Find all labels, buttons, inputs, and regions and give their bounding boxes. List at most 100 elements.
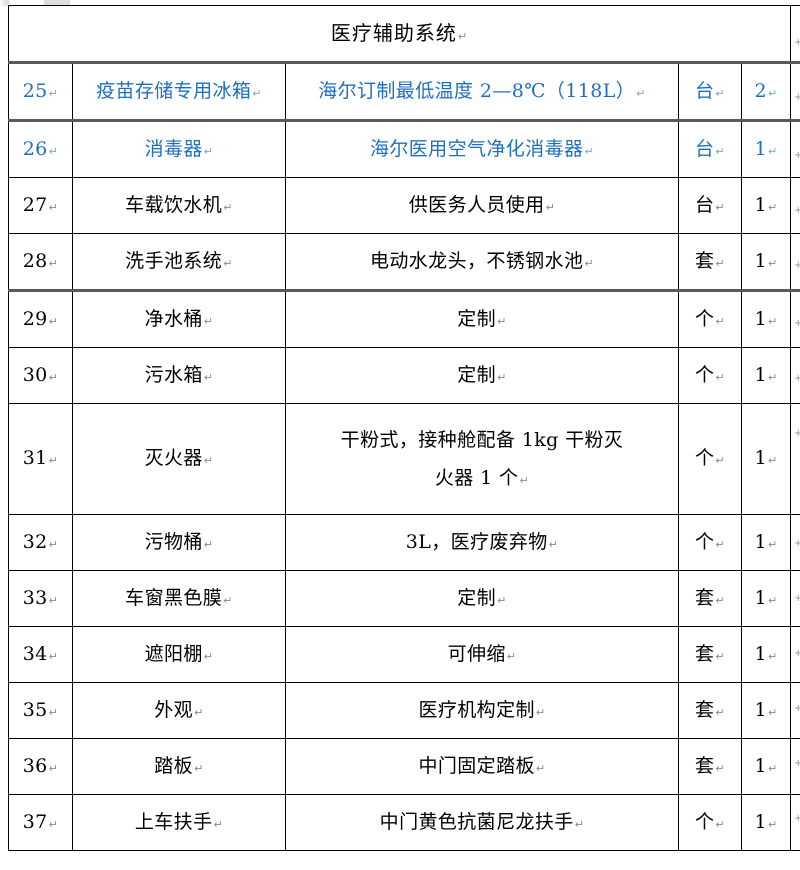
row-qty-cell: 1↵ [740,738,792,795]
row-number-cell: 34↵ [8,626,73,683]
row-number-cell: 28↵ [8,233,73,292]
paragraph-mark-icon: ↵ [48,817,59,831]
row-number-cell: 25↵ [8,62,73,122]
row-unit-text: 套 [694,642,715,665]
paragraph-mark-icon: ↵ [767,370,778,384]
table-row[interactable]: 25↵ 疫苗存储专用冰箱↵ 海尔订制最低温度 2—8℃（118L）↵ 台↵ 2↵ [8,62,800,122]
table-row[interactable]: 35↵ 外观↵ 医疗机构定制↵ 套↵ 1↵ [8,682,800,739]
row-spec-cell: 可伸缩↵ [285,626,679,683]
row-qty-cell: 1↵ [740,626,792,683]
row-name-cell: 车载饮水机↵ [72,177,286,234]
row-edit-marks: + + + + + + + + + + + + + + [794,37,800,824]
row-unit-cell: 套↵ [678,626,742,683]
row-overflow-cell [790,794,800,851]
row-unit-text: 个 [694,447,715,470]
paragraph-mark-icon: ↵ [767,256,778,270]
row-number-cell: 33↵ [8,570,73,627]
paragraph-mark-icon: ↵ [715,817,726,831]
paragraph-mark-icon: ↵ [535,705,546,719]
row-name-cell: 污水箱↵ [72,347,286,404]
table-row[interactable]: 28↵ 洗手池系统↵ 电动水龙头，不锈钢水池↵ 套↵ 1↵ [8,233,800,292]
paragraph-mark-icon: ↵ [715,593,726,607]
paragraph-mark-icon: ↵ [715,705,726,719]
row-name-cell: 灭火器↵ [72,403,286,515]
paragraph-mark-icon: ↵ [48,761,59,775]
row-spec-text: 3L，医疗废弃物 [405,530,548,553]
row-spec-cell: 定制↵ [285,347,679,404]
row-number-cell: 37↵ [8,794,73,851]
row-spec-cell: 医疗机构定制↵ [285,682,679,739]
paragraph-mark-icon: ↵ [545,200,556,214]
paragraph-mark-icon: ↵ [252,86,262,100]
row-name-cell: 疫苗存储专用冰箱↵ [72,62,286,122]
row-unit-cell: 套↵ [678,570,742,627]
row-spec-cell: 电动水龙头，不锈钢水池↵ [285,233,679,292]
table-row[interactable]: 27↵ 车载饮水机↵ 供医务人员使用↵ 台↵ 1↵ [8,177,800,234]
row-spec-cell: 定制↵ [285,290,679,348]
row-qty-text: 1 [754,642,767,665]
row-qty-cell: 1↵ [740,120,792,178]
paragraph-mark-icon: ↵ [636,86,646,100]
paragraph-mark-icon: ↵ [48,86,59,100]
row-number-text: 31 [22,447,48,470]
row-number-text: 35 [22,698,48,721]
row-name-text: 洗手池系统 [125,249,223,272]
row-name-cell: 车窗黑色膜↵ [72,570,286,627]
paragraph-mark-icon: ↵ [715,537,726,551]
row-unit-cell: 个↵ [678,403,742,515]
paragraph-mark-icon: ↵ [223,593,233,607]
row-qty-cell: 2↵ [740,62,792,122]
paragraph-mark-icon: ↵ [194,705,204,719]
row-name-cell: 净水桶↵ [72,290,286,348]
table-row[interactable]: 33↵ 车窗黑色膜↵ 定制↵ 套↵ 1↵ [8,570,800,627]
table-row[interactable]: 31↵ 灭火器↵ 干粉式，接种舱配备 1kg 干粉灭 火器 1 个↵ 个↵ 1↵ [8,403,800,515]
row-qty-text: 1 [754,810,767,833]
table-row[interactable]: 26↵ 消毒器↵ 海尔医用空气净化消毒器↵ 台↵ 1↵ [8,120,800,178]
page-corner-mark [0,0,9,6]
table-row[interactable]: 34↵ 遮阳棚↵ 可伸缩↵ 套↵ 1↵ [8,626,800,683]
row-qty-text: 1 [754,249,767,272]
table-row[interactable]: 37↵ 上车扶手↵ 中门黄色抗菌尼龙扶手↵ 个↵ 1↵ [8,794,800,851]
paragraph-mark-icon: ↵ [584,256,595,270]
table-row[interactable]: 30↵ 污水箱↵ 定制↵ 个↵ 1↵ [8,347,800,404]
row-unit-cell: 台↵ [678,120,742,178]
paragraph-mark-icon: ↵ [203,370,214,384]
row-number-cell: 30↵ [8,347,73,404]
row-spec-text: 定制 [457,586,497,609]
paragraph-mark-icon: ↵ [519,474,530,487]
row-number-text: 32 [22,530,48,553]
paragraph-mark-icon: ↵ [715,454,726,468]
paragraph-mark-icon: ↵ [715,144,726,158]
paragraph-mark-icon: ↵ [584,144,595,158]
row-name-text: 净水桶 [144,307,203,330]
paragraph-mark-icon: ↵ [497,593,507,607]
table-row[interactable]: 32↵ 污物桶↵ 3L，医疗废弃物↵ 个↵ 1↵ [8,514,800,571]
row-name-cell: 洗手池系统↵ [72,233,286,292]
paragraph-mark-icon: ↵ [48,649,59,663]
paragraph-mark-icon: ↵ [497,314,507,328]
paragraph-mark-icon: ↵ [194,761,204,775]
row-unit-text: 套 [694,754,715,777]
page-corner-mark-secondary [44,0,70,5]
table-row[interactable]: 29↵ 净水桶↵ 定制↵ 个↵ 1↵ [8,290,800,348]
row-unit-cell: 个↵ [678,347,742,404]
row-name-text: 踏板 [154,754,194,777]
row-number-cell: 29↵ [8,290,73,348]
row-spec-text: 定制 [457,307,497,330]
row-number-cell: 36↵ [8,738,73,795]
row-qty-cell: 1↵ [740,514,792,571]
row-qty-cell: 1↵ [740,570,792,627]
row-unit-cell: 台↵ [678,177,742,234]
row-qty-cell: 1↵ [740,290,792,348]
row-spec-cell: 定制↵ [285,570,679,627]
row-overflow-cell [790,233,800,292]
row-number-text: 25 [22,79,48,102]
row-unit-text: 台 [694,79,715,102]
table-row[interactable]: 36↵ 踏板↵ 中门固定踏板↵ 套↵ 1↵ [8,738,800,795]
paragraph-mark-icon: ↵ [203,454,214,468]
paragraph-mark-icon: ↵ [767,454,778,468]
paragraph-mark-icon: ↵ [767,86,778,100]
row-unit-text: 个 [694,810,715,833]
section-title-cell: 医疗辅助系统↵ [7,5,792,64]
row-unit-cell: 套↵ [678,233,742,292]
